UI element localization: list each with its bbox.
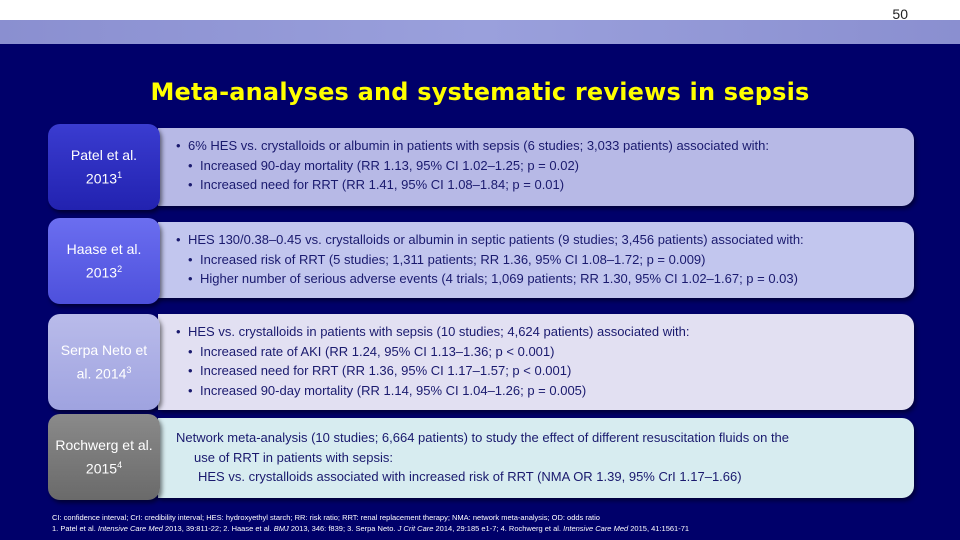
slide-number: 50 bbox=[892, 6, 908, 22]
study-label-text: Serpa Neto et al. 2014 bbox=[60, 342, 148, 382]
nma-text: Network meta-analysis (10 studies; 6,664… bbox=[176, 430, 790, 445]
reference-text: 2013, 39:811-22; 2. Haase et al. bbox=[165, 524, 272, 533]
references: 1. Patel et al. Intensive Care Med 2013,… bbox=[52, 523, 689, 534]
study-label-text: Rochwerg et al. 2015 bbox=[55, 437, 153, 477]
study-row-patel: Patel et al. 20131 • 6% HES vs. crystallo… bbox=[48, 124, 914, 210]
abbreviations-note: CI: confidence interval; CrI: credibilit… bbox=[52, 513, 600, 522]
main-bullet: • HES 130/0.38–0.45 vs. crystalloids or a… bbox=[176, 230, 902, 250]
reference-text: 2015, 41:1561-71 bbox=[630, 524, 690, 533]
top-white-strip bbox=[0, 0, 960, 20]
bullet-text: Increased need for RRT (RR 1.41, 95% CI … bbox=[200, 177, 565, 192]
study-row-haase: Haase et al. 20132 • HES 130/0.38–0.45 vs… bbox=[48, 218, 914, 304]
reference-text: 1. Patel et al. bbox=[52, 524, 96, 533]
study-row-serpa-neto: Serpa Neto et al. 20143 • HES vs. crystal… bbox=[48, 314, 914, 410]
study-label-haase: Haase et al. 20132 bbox=[48, 218, 160, 304]
reference-superscript: 1 bbox=[117, 170, 123, 181]
study-label-patel: Patel et al. 20131 bbox=[48, 124, 160, 210]
reference-superscript: 2 bbox=[117, 264, 123, 275]
reference-superscript: 3 bbox=[126, 365, 132, 376]
journal-name: Intensive Care Med bbox=[97, 524, 163, 533]
sub-bullet: • Increased risk of RRT (5 studies; 1,311… bbox=[176, 250, 902, 270]
bullet-text: Increased 90-day mortality (RR 1.14, 95%… bbox=[200, 382, 587, 398]
nma-text: use of RRT in patients with sepsis: bbox=[194, 449, 393, 465]
study-findings-rochwerg: Network meta-analysis (10 studies; 6,664… bbox=[158, 418, 914, 498]
bullet-text: HES 130/0.38–0.45 vs. crystalloids or al… bbox=[188, 232, 804, 247]
main-bullet: • 6% HES vs. crystalloids or albumin in p… bbox=[176, 136, 902, 156]
study-label-rochwerg: Rochwerg et al. 20154 bbox=[48, 414, 160, 500]
reference-text: 2013, 346: f839; 3. Serpa Neto. bbox=[290, 524, 396, 533]
bullet-text: HES vs. crystalloids in patients with se… bbox=[188, 324, 690, 339]
main-bullet: • HES vs. crystalloids in patients with s… bbox=[176, 322, 902, 342]
journal-name: BMJ bbox=[273, 524, 289, 533]
study-findings-patel: • 6% HES vs. crystalloids or albumin in p… bbox=[158, 128, 914, 206]
study-row-rochwerg: Rochwerg et al. 20154 Network meta-analy… bbox=[48, 414, 914, 500]
journal-name: Intensive Care Med bbox=[563, 524, 629, 533]
footnotes: CI: confidence interval; CrI: credibilit… bbox=[52, 512, 689, 534]
bullet-text: 6% HES vs. crystalloids or albumin in pa… bbox=[188, 138, 769, 153]
reference-text: 2014, 29:185 e1-7; 4. Rochwerg et al. bbox=[435, 524, 562, 533]
bullet-text: Increased need for RRT (RR 1.36, 95% CI … bbox=[200, 363, 572, 378]
sub-bullet: • Higher number of serious adverse events… bbox=[176, 269, 902, 289]
sub-bullet: • Increased need for RRT (RR 1.36, 95% CI… bbox=[176, 361, 902, 381]
study-label-text: Haase et al. 2013 bbox=[66, 241, 142, 281]
journal-name: J Crit Care bbox=[397, 524, 434, 533]
slide-title: Meta-analyses and systematic reviews in … bbox=[150, 78, 810, 106]
study-label-text: Patel et al. 2013 bbox=[70, 147, 138, 187]
nma-text: HES vs. crystalloids associated with inc… bbox=[198, 469, 742, 484]
sub-bullet: • Increased need for RRT (RR 1.41, 95% CI… bbox=[176, 175, 902, 195]
bullet-text: Higher number of serious adverse events … bbox=[200, 271, 798, 286]
sub-bullet: • Increased 90-day mortality (RR 1.14, 95… bbox=[176, 381, 902, 401]
bullet-text: Increased risk of RRT (5 studies; 1,311 … bbox=[200, 251, 706, 267]
header-band bbox=[0, 20, 960, 44]
study-findings-haase: • HES 130/0.38–0.45 vs. crystalloids or a… bbox=[158, 222, 914, 298]
reference-superscript: 4 bbox=[117, 460, 123, 471]
sub-bullet: • Increased rate of AKI (RR 1.24, 95% CI … bbox=[176, 342, 902, 362]
study-findings-serpa-neto: • HES vs. crystalloids in patients with s… bbox=[158, 314, 914, 410]
sub-bullet: • Increased 90-day mortality (RR 1.13, 95… bbox=[176, 156, 902, 176]
bullet-text: Increased rate of AKI (RR 1.24, 95% CI 1… bbox=[200, 343, 555, 359]
bullet-text: Increased 90-day mortality (RR 1.13, 95%… bbox=[200, 157, 580, 173]
study-label-serpa-neto: Serpa Neto et al. 20143 bbox=[48, 314, 160, 410]
